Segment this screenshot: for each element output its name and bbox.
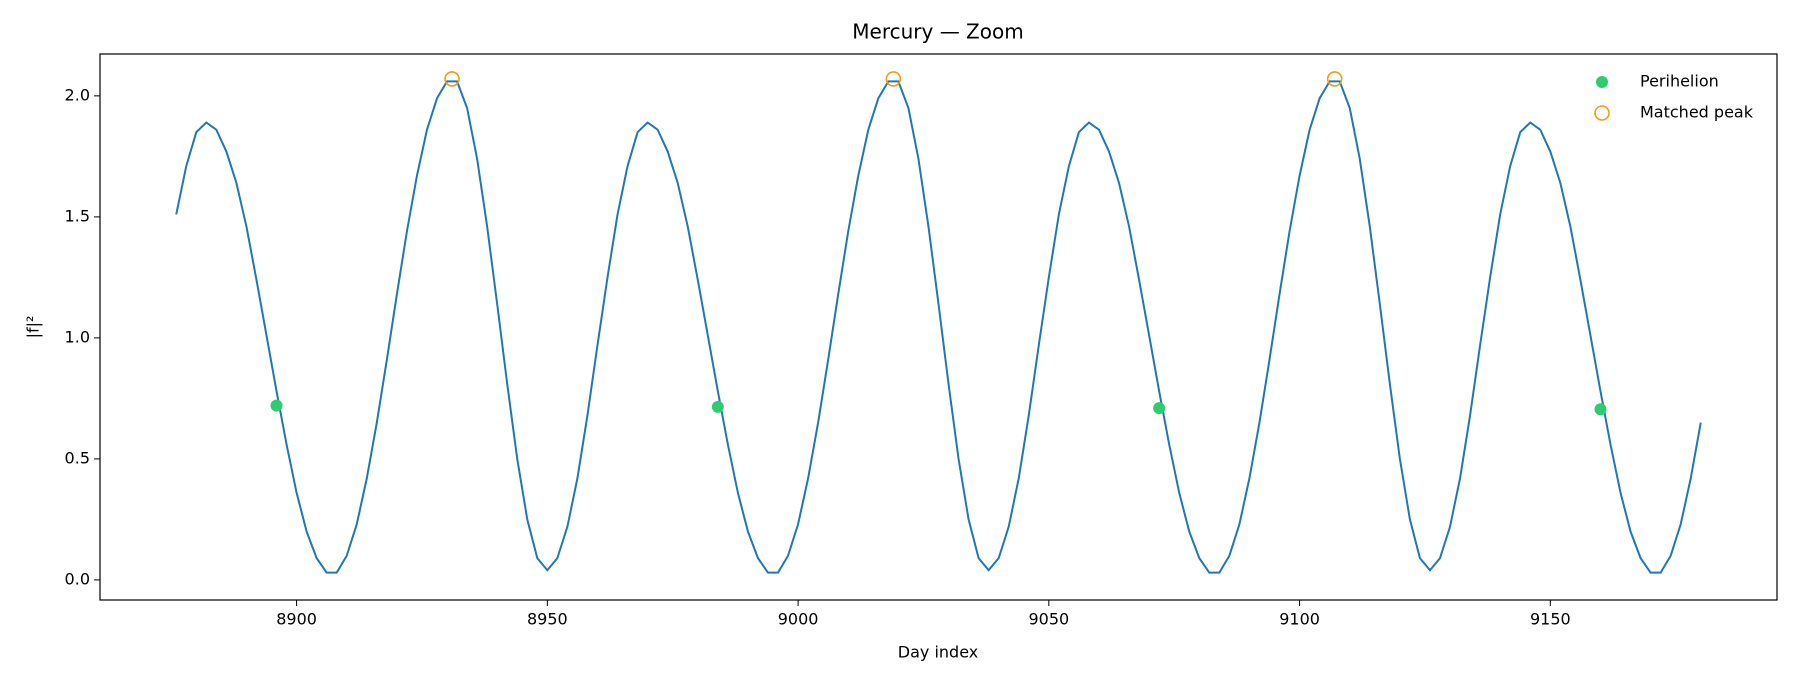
matched-peak-marker xyxy=(1326,71,1343,87)
matched-peak-marker xyxy=(444,71,460,87)
perihelion-marker xyxy=(1594,403,1607,416)
y-tick-label: 1.0 xyxy=(65,327,90,346)
legend-marker xyxy=(1596,76,1608,88)
y-tick-label: 1.5 xyxy=(65,206,90,225)
data-line xyxy=(175,80,1702,574)
x-tick-label: 9100 xyxy=(1279,610,1320,629)
x-tick-label: 8950 xyxy=(527,610,568,629)
legend-marker xyxy=(1594,105,1610,121)
y-axis-label: |f|² xyxy=(24,316,43,339)
perihelion-marker xyxy=(270,399,283,412)
chart-title: Mercury — Zoom xyxy=(852,20,1023,44)
x-tick-label: 9150 xyxy=(1530,610,1571,629)
x-tick-label: 9050 xyxy=(1028,610,1069,629)
y-tick-label: 0.0 xyxy=(65,569,90,588)
legend-label: Matched peak xyxy=(1640,103,1754,122)
perihelion-marker xyxy=(1153,402,1166,415)
y-tick-label: 2.0 xyxy=(65,85,90,104)
x-tick-label: 8900 xyxy=(276,610,317,629)
x-axis-label: Day index xyxy=(898,643,978,662)
perihelion-marker xyxy=(711,400,724,413)
axes-frame xyxy=(99,53,1778,601)
x-tick-label: 9000 xyxy=(778,610,819,629)
legend-label: Perihelion xyxy=(1640,72,1719,91)
y-tick-label: 0.5 xyxy=(65,448,90,467)
matched-peak-marker xyxy=(885,71,902,87)
